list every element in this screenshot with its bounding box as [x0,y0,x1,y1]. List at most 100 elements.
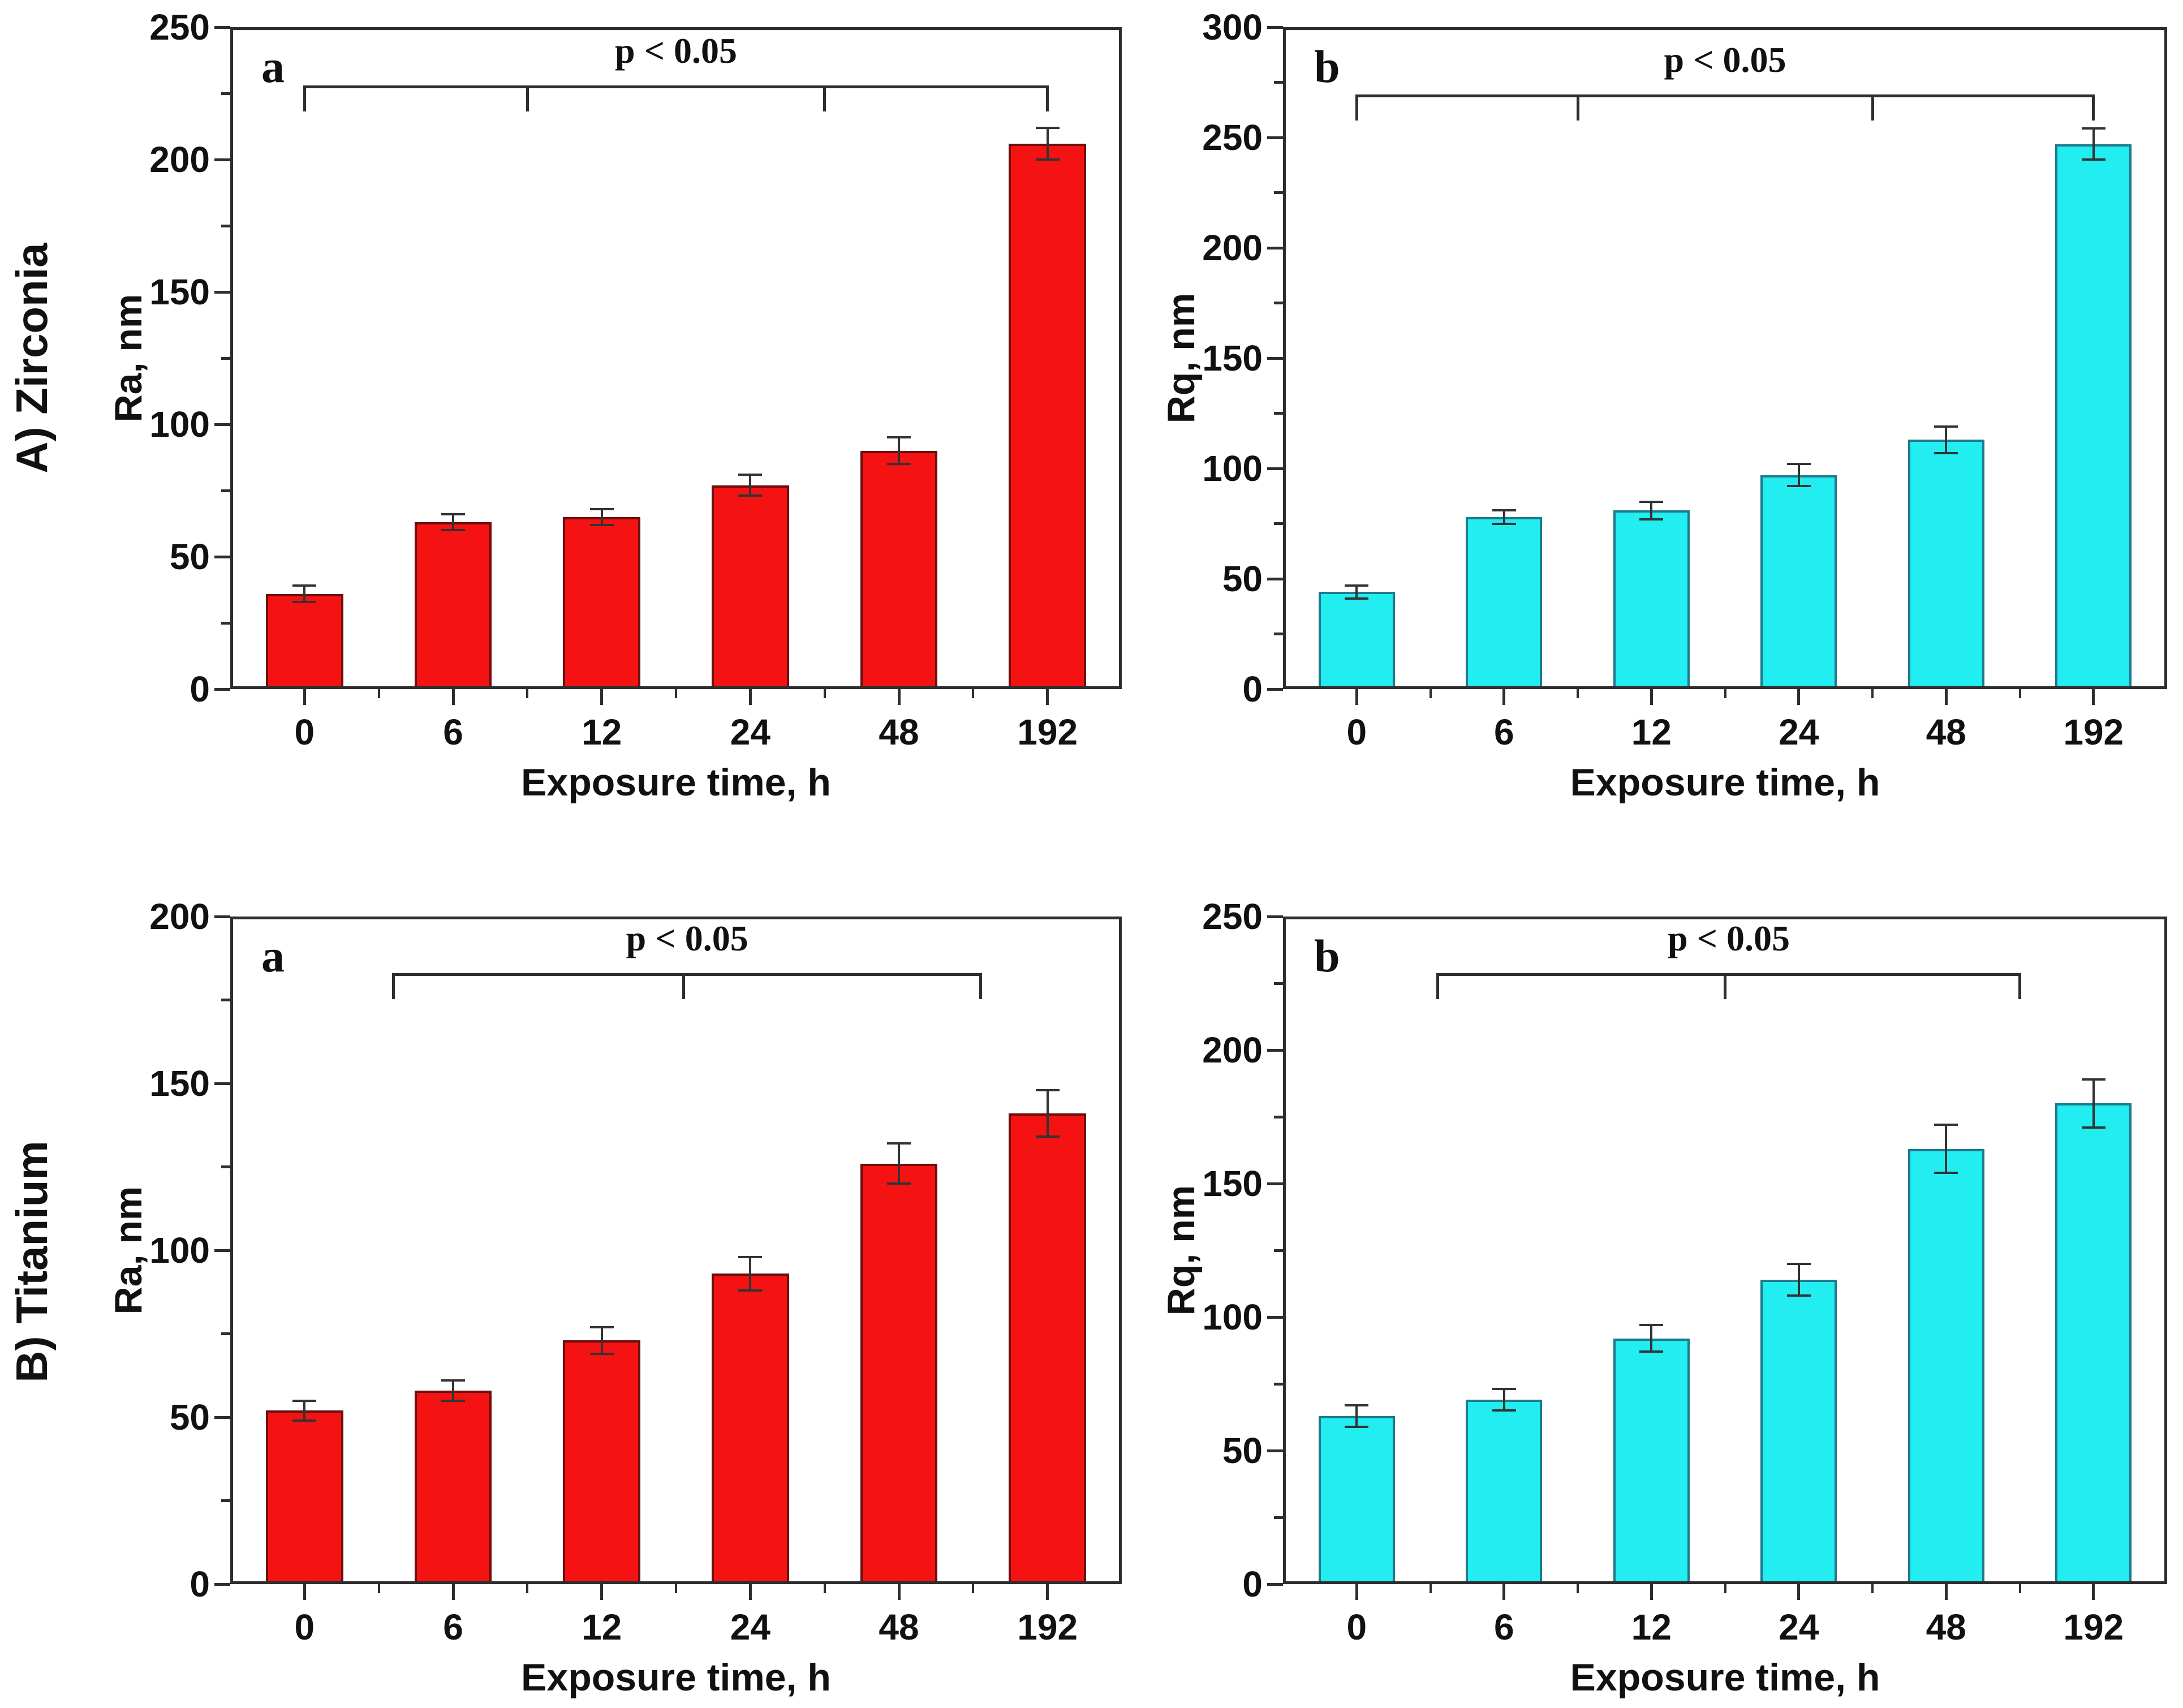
y-major-tick [214,1082,230,1085]
error-bar-cap [1786,485,1811,488]
x-tick-label: 6 [443,1607,463,1647]
y-minor-tick [1274,1382,1283,1386]
bar [2055,1103,2132,1584]
x-major-tick [2092,1584,2095,1600]
y-major-tick [1267,1315,1283,1319]
x-tick-label: 192 [1017,1607,1078,1647]
y-minor-tick [1274,522,1283,525]
error-bar-line [1650,501,1653,519]
y-major-tick [1267,25,1283,29]
bar [1009,143,1086,689]
error-bar-line [2092,1079,2095,1128]
error-bar-cap [2081,1126,2106,1129]
y-major-tick [214,1249,230,1252]
y-major-tick [214,423,230,426]
error-bar-line [1945,426,1948,453]
y-major-tick [214,555,230,558]
plot-frame [230,27,1122,689]
error-bar-cap [1639,518,1664,520]
y-major-tick [1267,136,1283,139]
x-tick-label: 6 [443,712,463,752]
p-value-label: p < 0.05 [1667,918,1790,959]
error-bar-cap [1934,451,1958,454]
significance-bracket-tick [1355,94,1358,121]
y-tick-label: 100 [149,1230,210,1271]
error-bar-cap [441,529,465,532]
y-major-tick [1267,467,1283,470]
p-value-label: p < 0.05 [614,30,738,71]
error-bar-cap [1492,509,1516,512]
error-bar-cap [887,436,911,439]
y-minor-tick [1274,1115,1283,1118]
significance-bracket-tick [1724,973,1726,1000]
significance-bracket-tick [682,973,685,1000]
x-minor-tick [1871,1584,1874,1593]
plot-frame [1283,917,2167,1584]
x-tick-label: 192 [2063,712,2124,752]
x-minor-tick [675,689,677,698]
bar [712,485,789,689]
error-bar-cap [738,494,763,497]
y-minor-tick [221,489,230,492]
error-bar-line [1797,1263,1800,1296]
x-minor-tick [377,1584,380,1593]
error-bar-line [1502,1389,1505,1411]
error-bar-cap [1345,584,1369,587]
bar [1466,517,1543,689]
x-axis-label: Exposure time, h [1570,761,1880,804]
significance-bracket-line [1357,94,2094,98]
x-tick-label: 48 [1926,712,1966,752]
error-bar-cap [441,1399,465,1402]
error-bar-line [600,1327,603,1354]
error-bar-line [2092,128,2095,160]
x-major-tick [1355,689,1358,705]
y-tick-label: 300 [1202,7,1263,48]
y-major-tick [1267,1449,1283,1452]
x-tick-label: 6 [1493,1607,1514,1647]
x-minor-tick [1429,689,1432,698]
error-bar-cap [887,1142,911,1145]
x-minor-tick [972,689,975,698]
y-tick-label: 150 [1202,338,1263,378]
x-major-tick [451,689,455,705]
y-major-tick [214,158,230,161]
error-bar-cap [1035,1135,1060,1138]
x-axis-label: Exposure time, h [521,761,831,804]
y-minor-tick [221,999,230,1001]
x-minor-tick [2018,689,2021,698]
error-bar-cap [1934,1172,1958,1174]
error-bar-cap [589,1352,614,1355]
y-tick-label: 100 [1202,448,1263,489]
x-minor-tick [526,689,529,698]
error-bar-line [1046,127,1049,160]
error-bar-cap [1492,522,1516,525]
error-bar-cap [1786,463,1811,466]
x-tick-label: 24 [1779,712,1819,752]
significance-bracket-line [1437,973,2020,976]
y-tick-label: 200 [1202,1030,1263,1070]
error-bar-cap [738,1255,763,1258]
x-minor-tick [526,1584,529,1593]
y-major-tick [1267,687,1283,691]
y-tick-label: 250 [1202,896,1263,937]
x-tick-label: 192 [1017,712,1078,752]
error-bar-line [898,437,900,464]
y-minor-tick [221,621,230,625]
x-major-tick [897,1584,901,1600]
x-minor-tick [972,1584,975,1593]
y-tick-label: 0 [1242,1564,1263,1604]
bar [712,1274,789,1584]
x-axis-label: Exposure time, h [1570,1656,1880,1699]
significance-bracket-line [393,973,981,976]
error-bar-line [1046,1090,1049,1137]
significance-bracket-tick [2092,94,2095,121]
bar [1760,475,1837,689]
y-tick-label: 250 [1202,117,1263,158]
y-tick-label: 150 [149,1063,210,1104]
error-bar-cap [2081,158,2106,161]
error-bar-cap [1492,1409,1516,1412]
